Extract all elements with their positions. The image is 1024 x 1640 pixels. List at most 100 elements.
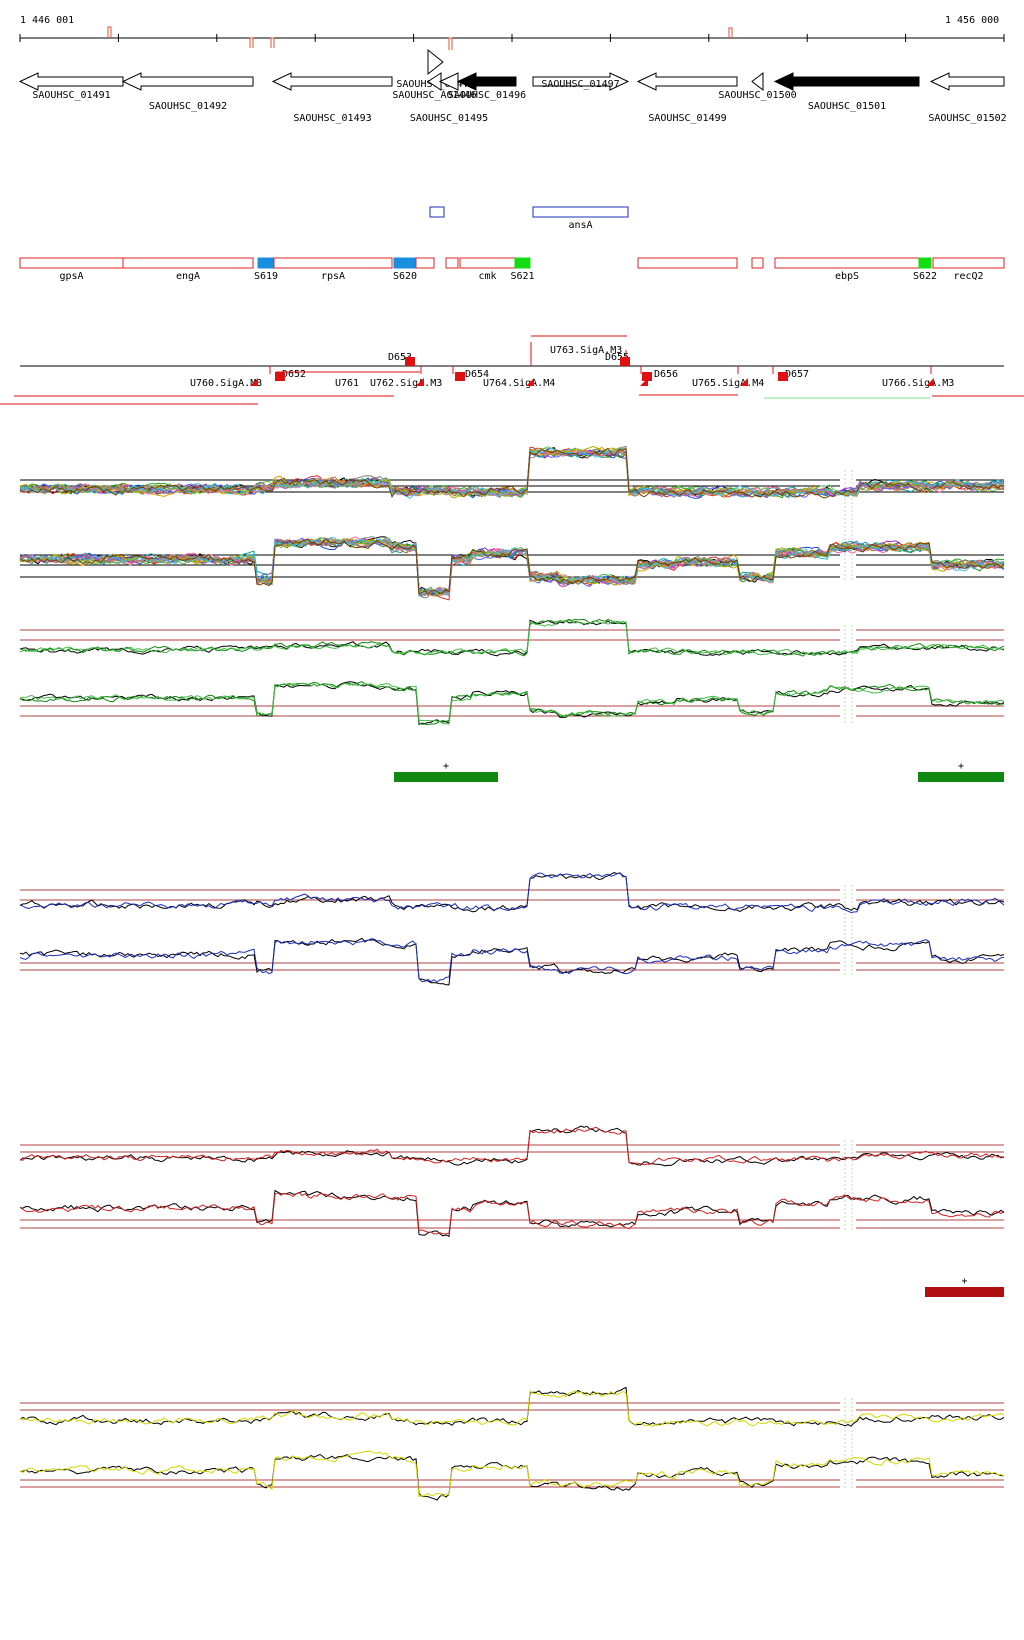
tu-red-block <box>642 372 652 381</box>
gene-arrow <box>427 48 444 76</box>
gene-annotation-track: SAOUHSC_01491 SAOUHSC_01492 SAOUHSC_01493 S… <box>18 48 1007 124</box>
tu-label: D654 <box>465 369 489 380</box>
gene-arrow <box>532 72 630 91</box>
trace-top <box>19 448 1005 499</box>
transcription-unit-track: U760.SigA.M3 D652 U761 U762.SigA.M3 D653 D654… <box>0 335 1024 405</box>
trace-bottom <box>19 682 1005 725</box>
gene-label: SAOUHSC_A01446 <box>392 90 476 101</box>
gap-mask <box>840 470 856 580</box>
red-feature-box <box>918 257 932 269</box>
tu-triangle <box>740 378 748 386</box>
ruler-marker <box>270 37 275 48</box>
trace-bottom <box>19 938 1005 983</box>
ruler-marker <box>249 37 254 48</box>
trace-bottom <box>19 937 1005 986</box>
tu-red-block <box>405 357 415 366</box>
red-feature-label: rpsA <box>321 271 345 282</box>
red-feature-box <box>774 257 920 269</box>
red-feature-box <box>273 257 393 269</box>
gap-mask <box>840 625 856 725</box>
trace-top <box>19 618 1005 657</box>
tu-label: D655 <box>605 352 629 363</box>
red-feature-box <box>415 257 435 269</box>
gene-label: SAOUHSC_01492 <box>149 101 227 112</box>
red-feature-box <box>257 257 275 269</box>
blue-feature-label: ansA <box>568 220 592 231</box>
trace-bottom <box>19 536 1005 596</box>
red-feature-box <box>393 257 417 269</box>
ruler-marker <box>728 27 733 38</box>
tu-label: U765.SigA.M4 <box>692 378 764 389</box>
end-coordinate: 1 456 000 <box>945 15 999 26</box>
trace-top <box>19 619 1005 656</box>
red-feature-box <box>19 257 124 269</box>
gene-arrow <box>121 72 254 91</box>
ruler-marker <box>107 26 112 38</box>
start-coordinate: 1 446 001 <box>20 15 74 26</box>
red-feature-label: S622 <box>913 271 937 282</box>
trace-top <box>19 1125 1005 1167</box>
coordinate-ruler: 1 446 001 1 456 000 <box>19 15 1005 50</box>
expression-panel-blue <box>19 872 1005 986</box>
tu-label: U760.SigA.M3 <box>190 378 262 389</box>
expression-panel-red: + <box>19 1125 1005 1297</box>
gene-arrow <box>929 72 1005 91</box>
trace-bottom <box>19 681 1005 726</box>
gap-mask <box>840 1140 856 1232</box>
gene-arrow <box>271 72 393 91</box>
tu-triangle <box>526 378 534 386</box>
expression-panel-yellow <box>19 1386 1005 1501</box>
plus-bar <box>918 772 1004 782</box>
tu-label: U764.SigA.M4 <box>483 378 555 389</box>
tu-red-block <box>455 372 465 381</box>
trace-bottom <box>19 681 1005 726</box>
trace-bottom <box>19 1453 1005 1501</box>
tu-label: U766.SigA.M3 <box>882 378 954 389</box>
gene-label: SAOUHSC_01495 <box>410 113 488 124</box>
red-feature-label: cmk <box>478 271 496 282</box>
gene-label: SAOUHSC_01491 <box>32 90 110 101</box>
red-feature-label: recQ2 <box>953 271 983 282</box>
gene-label: SAOUHSC_01496 <box>448 90 526 101</box>
plus-label: + <box>443 761 449 772</box>
tu-label: D657 <box>785 369 809 380</box>
red-feature-label: ebpS <box>835 271 859 282</box>
red-feature-box <box>932 257 1005 269</box>
trace-top <box>19 450 1005 497</box>
plus-label: + <box>961 1276 967 1287</box>
red-feature-box <box>122 257 254 269</box>
gene-arrow <box>456 72 517 91</box>
plus-bar <box>394 772 498 782</box>
blue-feature-box <box>532 206 629 218</box>
red-feature-box <box>751 257 764 269</box>
tu-red-block <box>275 372 285 381</box>
gene-arrow <box>18 72 124 91</box>
tu-label: D652 <box>282 369 306 380</box>
trace-top <box>19 872 1005 914</box>
tu-label: U762.SigA.M3 <box>370 378 442 389</box>
plus-bar <box>925 1287 1004 1297</box>
trace-bottom <box>19 1191 1005 1235</box>
gene-label: SAOUHSC_01497 <box>541 79 619 90</box>
ruler-marker <box>448 37 453 50</box>
gene-label: SAOUHSC_01499 <box>648 113 726 124</box>
gap-mask <box>840 1398 856 1490</box>
tu-triangle <box>926 378 934 386</box>
tu-red-block <box>620 357 630 366</box>
trace-top <box>19 872 1005 913</box>
blue-feature-box <box>429 206 445 218</box>
gene-arrow <box>751 71 764 92</box>
gene-label: SAOUHSC_01502 <box>928 113 1006 124</box>
gap-mask <box>840 885 856 975</box>
red-feature-box <box>637 257 738 269</box>
gene-arrow <box>636 72 738 91</box>
red-feature-label: gpsA <box>59 271 83 282</box>
red-feature-box <box>445 257 459 269</box>
tu-red-block <box>778 372 788 381</box>
expression-panel-green: + + <box>19 618 1005 782</box>
tu-label: D656 <box>654 369 678 380</box>
red-feature-box <box>514 257 531 269</box>
trace-bottom <box>19 1189 1005 1238</box>
tu-label: U763.SigA.M3 <box>550 345 622 356</box>
gene-label: SAOUHSC_01500 <box>718 90 796 101</box>
